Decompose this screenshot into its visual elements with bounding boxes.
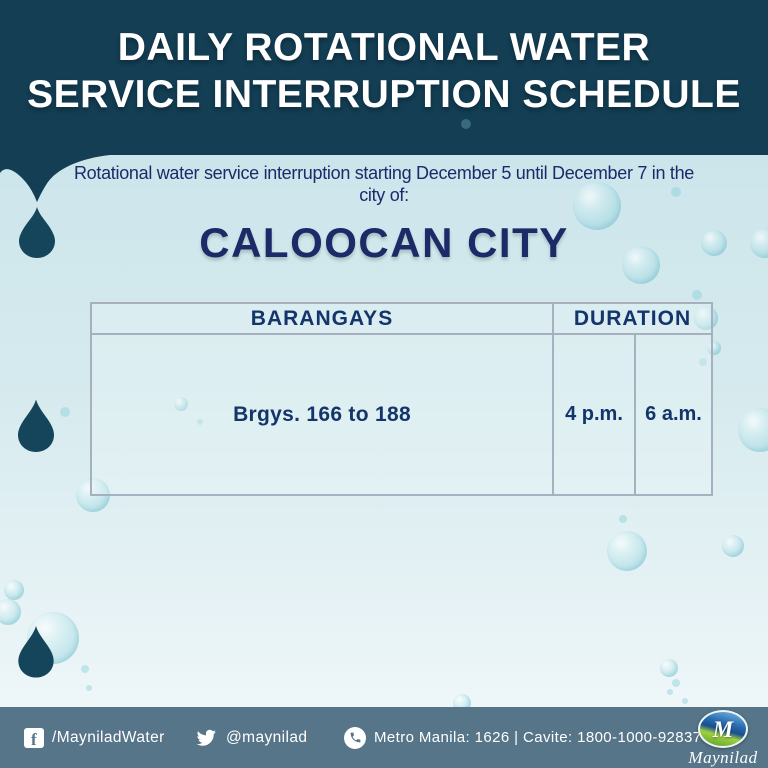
end-time-cell: 6 a.m. [634,333,713,496]
bubble [4,580,24,600]
schedule-header-row: BARANGAYS DURATION [90,302,713,335]
bubble [86,685,92,691]
bubble [622,246,660,284]
brand-name: Maynilad [688,748,758,767]
twitter-icon [196,729,216,746]
poster-title-line1: DAILY ROTATIONAL WATER [117,26,651,69]
announcement-line1: Rotational water service interruption st… [73,163,694,183]
barangays-column-header: BARANGAYS [90,302,554,335]
bubble [60,407,70,417]
bubble [573,182,621,230]
header-banner: DAILY ROTATIONAL WATER SERVICE INTERRUPT… [0,0,768,155]
poster-title: DAILY ROTATIONAL WATER SERVICE INTERRUPT… [0,0,768,118]
start-time-cell: 4 p.m. [552,333,636,496]
hotline-numbers: Metro Manila: 1626 | Cavite: 1800-1000-9… [374,729,702,746]
bubble [682,698,688,704]
bubble [619,515,627,523]
bubble [692,290,702,300]
facebook-item: f /MayniladWater [24,707,165,768]
twitter-item: @maynilad [194,707,307,768]
bubble [27,612,79,664]
bubble [660,659,678,677]
facebook-handle: /MayniladWater [52,728,165,746]
bubble [750,228,768,258]
bubble [81,665,89,673]
content-panel: Rotational water service interruption st… [0,155,768,717]
schedule-table: BARANGAYS DURATION Brgys. 166 to 188 4 p… [90,302,713,496]
bubble [722,535,744,557]
water-droplet-icon [18,399,54,452]
maynilad-globe-icon: M [698,710,748,748]
city-name: CALOOCAN CITY [199,219,569,266]
facebook-icon: f [24,727,44,748]
bubble [667,689,673,695]
bubble [461,119,471,129]
maynilad-logo: M Maynilad [686,710,760,768]
barangays-cell: Brgys. 166 to 188 [90,333,554,496]
announcement-line2: city of: [359,185,409,205]
bubble [701,230,727,256]
announcement-text: Rotational water service interruption st… [34,162,734,206]
hotline-item: Metro Manila: 1626 | Cavite: 1800-1000-9… [344,707,702,768]
schedule-row: Brgys. 166 to 188 4 p.m. 6 a.m. [90,333,713,496]
bubble [671,187,681,197]
footer-bar: f /MayniladWater @maynilad Metro Manila:… [0,707,768,768]
bubble [738,408,768,452]
bubble [0,599,21,625]
bubble [607,531,647,571]
phone-icon [344,726,366,749]
duration-column-header: DURATION [552,302,713,335]
twitter-handle: @maynilad [226,728,308,746]
bubble [672,679,680,687]
poster-title-line2: SERVICE INTERRUPTION SCHEDULE [27,73,741,116]
